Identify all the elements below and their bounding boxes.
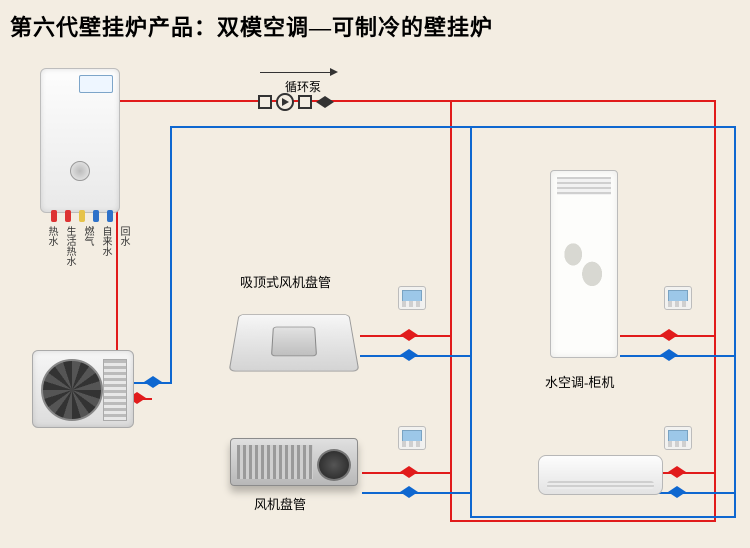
port-label-1: 热水 bbox=[44, 226, 59, 266]
boiler-port-1 bbox=[51, 210, 57, 222]
boiler-port-labels: 热水 生活热水 燃气 自来水 回水 bbox=[44, 226, 131, 266]
pump-valve bbox=[316, 96, 336, 108]
pump-inlet-symbol bbox=[258, 95, 272, 109]
wall-hung-boiler bbox=[40, 68, 120, 213]
pipe-cold-right-riser bbox=[734, 126, 736, 516]
thermostat-2 bbox=[398, 426, 426, 450]
flow-arrow-line bbox=[260, 72, 330, 73]
valve-hot-cabinet bbox=[660, 329, 680, 341]
pump-assembly bbox=[258, 93, 336, 111]
valve-cold-cabinet bbox=[660, 349, 680, 361]
valve-outdoor-cold bbox=[144, 376, 164, 388]
boiler-port-2 bbox=[65, 210, 71, 222]
cassette-label: 吸顶式风机盘管 bbox=[240, 272, 331, 291]
fcu-label: 风机盘管 bbox=[254, 494, 306, 513]
ceiling-cassette-fcu bbox=[229, 314, 360, 371]
pump-label: 循环泵 bbox=[285, 78, 321, 95]
pipe-cold-center-riser bbox=[470, 126, 472, 516]
boiler-port-3 bbox=[79, 210, 85, 222]
valve-hot-cassette bbox=[400, 329, 420, 341]
boiler-knob bbox=[70, 161, 90, 181]
port-label-2: 生活热水 bbox=[62, 226, 77, 266]
boiler-port-4 bbox=[93, 210, 99, 222]
page-title: 第六代壁挂炉产品：双模空调—可制冷的壁挂炉 bbox=[10, 10, 493, 42]
flow-arrow-head bbox=[330, 68, 338, 76]
cabinet-art bbox=[557, 231, 611, 309]
thermostat-3 bbox=[664, 286, 692, 310]
cabinet-label: 水空调-柜机 bbox=[545, 372, 614, 391]
port-label-4: 自来水 bbox=[98, 226, 113, 266]
thermostat-1 bbox=[398, 286, 426, 310]
valve-cold-cassette bbox=[400, 349, 420, 361]
valve-hot-wall bbox=[668, 466, 688, 478]
outdoor-grille bbox=[103, 359, 127, 421]
cabinet-louver bbox=[557, 177, 611, 195]
valve-cold-fcu bbox=[400, 486, 420, 498]
valve-hot-fcu bbox=[400, 466, 420, 478]
thermostat-4 bbox=[664, 426, 692, 450]
pipe-hot-top bbox=[116, 100, 714, 102]
pipe-cold-top bbox=[170, 126, 734, 128]
cabinet-water-ac bbox=[550, 170, 618, 358]
pump-outlet-symbol bbox=[298, 95, 312, 109]
pipe-hot-right-riser bbox=[714, 100, 716, 520]
wall-split-water-ac bbox=[538, 455, 663, 495]
pipe-cold-left-riser bbox=[170, 126, 172, 384]
boiler-display bbox=[79, 75, 113, 93]
circulation-pump-icon bbox=[276, 93, 294, 111]
pipe-hot-bottom bbox=[450, 520, 716, 522]
pipe-cold-bottom bbox=[470, 516, 736, 518]
concealed-fcu bbox=[230, 438, 358, 486]
valve-cold-wall bbox=[668, 486, 688, 498]
port-label-3: 燃气 bbox=[80, 226, 95, 266]
boiler-port-5 bbox=[107, 210, 113, 222]
outdoor-fan-icon bbox=[41, 359, 103, 421]
pipe-hot-center-riser bbox=[450, 100, 452, 520]
port-label-5: 回水 bbox=[116, 226, 131, 266]
heat-pump-outdoor-unit bbox=[32, 350, 134, 428]
